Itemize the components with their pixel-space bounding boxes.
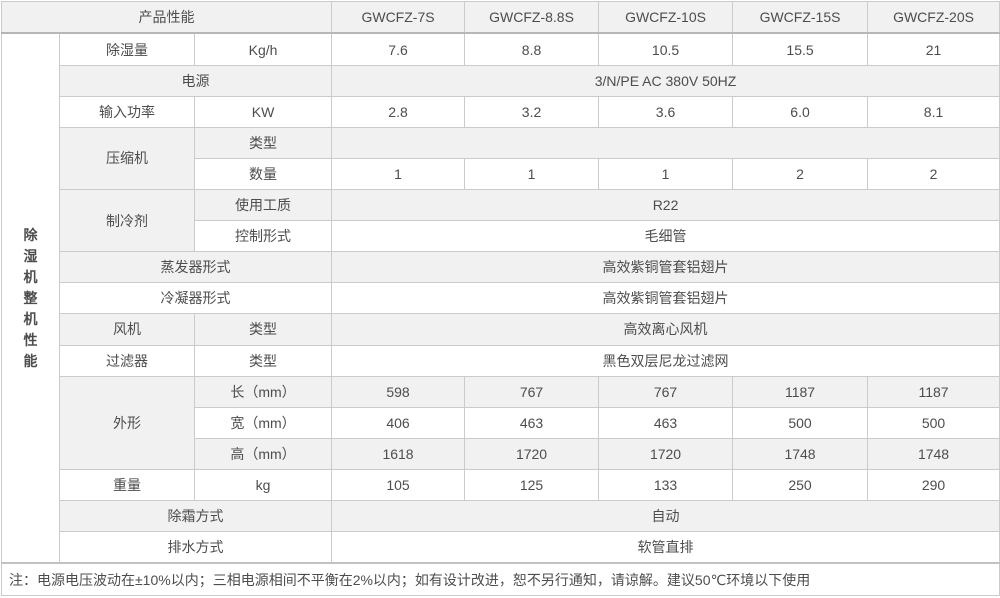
spec-label: 除霜方式 xyxy=(58,499,333,533)
spec-value: 1720 xyxy=(464,437,600,470)
spec-group-label: 制冷剂 xyxy=(59,189,195,253)
model-header-gwcfz-20s: GWCFZ-20S xyxy=(867,1,1000,35)
spec-sublabel: 数量 xyxy=(193,157,333,191)
row-power-supply: 电源 3/N/PE AC 380V 50HZ xyxy=(2,64,1000,97)
spec-value: 290 xyxy=(867,468,1000,502)
row-dimension-length: 外形 长（mm） 598 767 767 1187 1187 xyxy=(2,375,1000,470)
spec-value: 6.0 xyxy=(732,95,869,128)
row-dimension-width: 宽（mm） 406 463 463 500 500 xyxy=(2,406,1000,439)
spec-unit: KW xyxy=(193,95,333,128)
spec-value: 高效紫铜管套铝翅片 xyxy=(331,282,1000,315)
spec-sublabel: 长（mm） xyxy=(193,375,333,408)
spec-value: 406 xyxy=(331,406,466,439)
spec-value: 毛细管 xyxy=(331,220,1000,253)
spec-value: 767 xyxy=(464,375,600,408)
model-header-gwcfz-10s: GWCFZ-10S xyxy=(598,1,734,35)
spec-value: 15.5 xyxy=(732,32,869,66)
spec-value: 1748 xyxy=(732,437,869,470)
spec-value: 1 xyxy=(331,157,466,191)
spec-value: 1748 xyxy=(867,437,1000,470)
note-row: 注：电源电压波动在±10%以内；三相电源相间不平衡在2%以内；如有设计改进，恕不… xyxy=(0,562,1000,597)
spec-label: 冷凝器形式 xyxy=(58,282,333,315)
spec-value: 1187 xyxy=(732,375,869,408)
spec-value: 463 xyxy=(464,406,600,439)
spec-value: 8.1 xyxy=(867,95,1000,128)
spec-value: 1720 xyxy=(598,437,734,470)
spec-sublabel: 类型 xyxy=(193,344,333,377)
spec-value: 自动 xyxy=(331,499,1000,533)
spec-sublabel: 高（mm） xyxy=(193,437,333,470)
spec-value: 463 xyxy=(598,406,734,439)
spec-value xyxy=(331,126,1000,159)
spec-label: 风机 xyxy=(59,313,195,346)
spec-value: 1187 xyxy=(867,375,1000,408)
spec-value: 500 xyxy=(867,406,1000,439)
spec-value: 2 xyxy=(867,157,1000,191)
row-drainage-mode: 排水方式 软管直排 xyxy=(2,531,1000,564)
spec-label: 排水方式 xyxy=(58,531,333,564)
spec-value: 7.6 xyxy=(331,32,466,66)
spec-unit: kg xyxy=(193,468,333,502)
spec-value: 黑色双层尼龙过滤网 xyxy=(331,344,1000,377)
spec-label: 输入功率 xyxy=(59,95,195,128)
spec-value: 2.8 xyxy=(331,95,466,128)
spec-value: R22 xyxy=(331,189,1000,222)
spec-value: 133 xyxy=(598,468,734,502)
model-header-gwcfz-7s: GWCFZ-7S xyxy=(331,1,466,35)
table-title: 产品性能 xyxy=(0,1,333,35)
spec-value: 125 xyxy=(464,468,600,502)
spec-sublabel: 控制形式 xyxy=(193,220,333,253)
spec-label: 电源 xyxy=(58,64,333,97)
spec-sublabel: 类型 xyxy=(193,126,333,159)
side-performance-label: 除湿机整机性能 xyxy=(1,32,60,564)
spec-value: 1 xyxy=(464,157,600,191)
spec-value: 21 xyxy=(867,32,1000,66)
spec-value: 3.6 xyxy=(598,95,734,128)
spec-sublabel: 类型 xyxy=(193,313,333,346)
row-weight: 重量 kg 105 125 133 250 290 xyxy=(2,468,1000,502)
spec-value: 高效紫铜管套铝翅片 xyxy=(331,251,1000,284)
spec-sublabel: 宽（mm） xyxy=(193,406,333,439)
header-row: 产品性能 GWCFZ-7S GWCFZ-8.8S GWCFZ-10S GWCFZ… xyxy=(0,1,1000,35)
spec-value: 10.5 xyxy=(598,32,734,66)
spec-group-label: 压缩机 xyxy=(59,126,195,191)
row-fan-type: 风机 类型 高效离心风机 xyxy=(2,313,1000,346)
note-text: 注：电源电压波动在±10%以内；三相电源相间不平衡在2%以内；如有设计改进，恕不… xyxy=(0,562,1000,597)
spec-value: 598 xyxy=(331,375,466,408)
row-refrigerant-medium: 制冷剂 使用工质 R22 xyxy=(2,189,1000,253)
row-input-power: 输入功率 KW 2.8 3.2 3.6 6.0 8.1 xyxy=(2,95,1000,128)
spec-group-label: 外形 xyxy=(59,375,195,470)
row-dehumidifying-capacity: 除湿机整机性能 除湿量 Kg/h 7.6 8.8 10.5 15.5 21 xyxy=(1,32,1000,564)
spec-value: 3.2 xyxy=(464,95,600,128)
row-compressor-quantity: 数量 1 1 1 2 2 xyxy=(2,157,1000,191)
row-filter-type: 过滤器 类型 黑色双层尼龙过滤网 xyxy=(2,344,1000,377)
spec-value: 767 xyxy=(598,375,734,408)
spec-value: 8.8 xyxy=(464,32,600,66)
spec-value: 1 xyxy=(598,157,734,191)
spec-value: 250 xyxy=(732,468,869,502)
row-defrost-mode: 除霜方式 自动 xyxy=(2,499,1000,533)
side-performance-label-text: 除湿机整机性能 xyxy=(23,226,38,369)
model-header-gwcfz-15s: GWCFZ-15S xyxy=(732,1,869,35)
spec-value: 软管直排 xyxy=(331,531,1000,564)
spec-label: 过滤器 xyxy=(59,344,195,377)
row-compressor-type: 压缩机 类型 xyxy=(2,126,1000,191)
spec-label: 除湿量 xyxy=(59,32,195,66)
spec-value: 1618 xyxy=(331,437,466,470)
model-header-gwcfz-8-8s: GWCFZ-8.8S xyxy=(464,1,600,35)
spec-unit: Kg/h xyxy=(193,32,333,66)
spec-value: 500 xyxy=(732,406,869,439)
spec-value: 3/N/PE AC 380V 50HZ xyxy=(331,64,1000,97)
spec-value: 高效离心风机 xyxy=(331,313,1000,346)
spec-value: 2 xyxy=(732,157,869,191)
row-evaporator-type: 蒸发器形式 高效紫铜管套铝翅片 xyxy=(2,251,1000,284)
row-condenser-type: 冷凝器形式 高效紫铜管套铝翅片 xyxy=(2,282,1000,315)
spec-sublabel: 使用工质 xyxy=(193,189,333,222)
spec-value: 105 xyxy=(331,468,466,502)
spec-label: 重量 xyxy=(59,468,195,502)
spec-label: 蒸发器形式 xyxy=(58,251,333,284)
